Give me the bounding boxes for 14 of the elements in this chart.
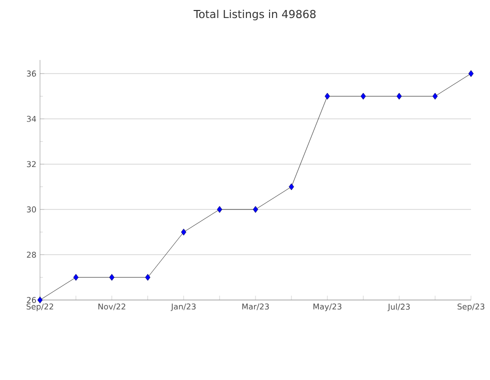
point [181, 228, 186, 236]
chart-title: Total Listings in 49868 [194, 10, 316, 20]
point [216, 206, 222, 213]
point [468, 70, 474, 77]
point [360, 92, 366, 100]
point [37, 296, 43, 304]
point [288, 183, 294, 190]
point [432, 92, 438, 100]
point [324, 92, 330, 100]
point [145, 274, 150, 281]
point [396, 92, 402, 100]
point [73, 274, 79, 281]
point [109, 274, 114, 281]
point [252, 206, 258, 213]
